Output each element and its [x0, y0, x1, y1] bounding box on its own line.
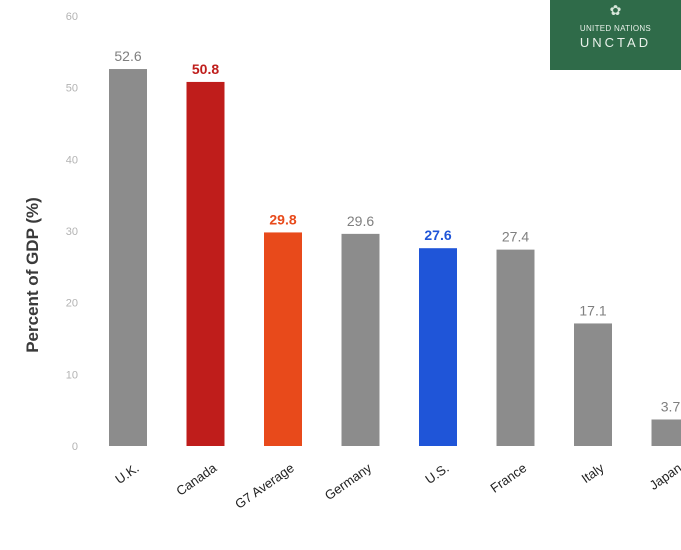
logo-line-2: UNCTAD [579, 35, 652, 50]
bar [264, 232, 302, 446]
unctad-logo: ✿ UNITED NATIONS UNCTAD [550, 0, 681, 70]
data-label: 29.8 [269, 211, 296, 227]
x-tick-label: G7 Average [232, 460, 297, 512]
bar [574, 323, 612, 446]
y-axis-ticks: 0 10 20 30 40 50 60 [66, 11, 78, 453]
y-tick-label: 40 [66, 154, 78, 166]
bar [651, 419, 681, 446]
y-tick-label: 0 [72, 441, 78, 453]
data-labels: 52.6 50.8 29.8 29.6 27.6 27.4 17.1 3.7 [114, 48, 680, 414]
y-tick-label: 50 [66, 83, 78, 95]
x-tick-label: Canada [173, 460, 220, 499]
y-tick-label: 60 [66, 11, 78, 23]
x-axis-ticks: U.K. Canada G7 Average Germany U.S. France Ita… [112, 460, 681, 512]
bar [419, 248, 457, 446]
y-tick-label: 30 [66, 226, 78, 238]
x-tick-label: U.K. [112, 460, 141, 487]
bar [186, 81, 225, 446]
x-tick-label: U.S. [422, 460, 451, 487]
x-tick-label: Japan [647, 460, 681, 493]
data-label: 17.1 [579, 302, 606, 318]
data-label: 27.4 [502, 229, 529, 245]
bars [109, 69, 681, 447]
bar [341, 233, 380, 446]
y-tick-label: 20 [66, 298, 78, 310]
data-label: 52.6 [114, 48, 141, 64]
data-label: 29.6 [347, 213, 374, 229]
data-label: 27.6 [424, 227, 451, 243]
data-label: 50.8 [192, 61, 219, 77]
un-emblem-icon: ✿ [609, 2, 622, 18]
bar [109, 69, 147, 447]
bar [496, 249, 535, 446]
logo-line-1: UNITED NATIONS [579, 24, 652, 33]
y-axis-title: Percent of GDP (%) [23, 197, 42, 353]
x-tick-label: Germany [322, 460, 375, 503]
y-tick-label: 10 [66, 369, 78, 381]
x-tick-label: France [487, 460, 529, 495]
x-tick-label: Italy [579, 460, 608, 486]
data-label: 3.7 [661, 398, 681, 414]
